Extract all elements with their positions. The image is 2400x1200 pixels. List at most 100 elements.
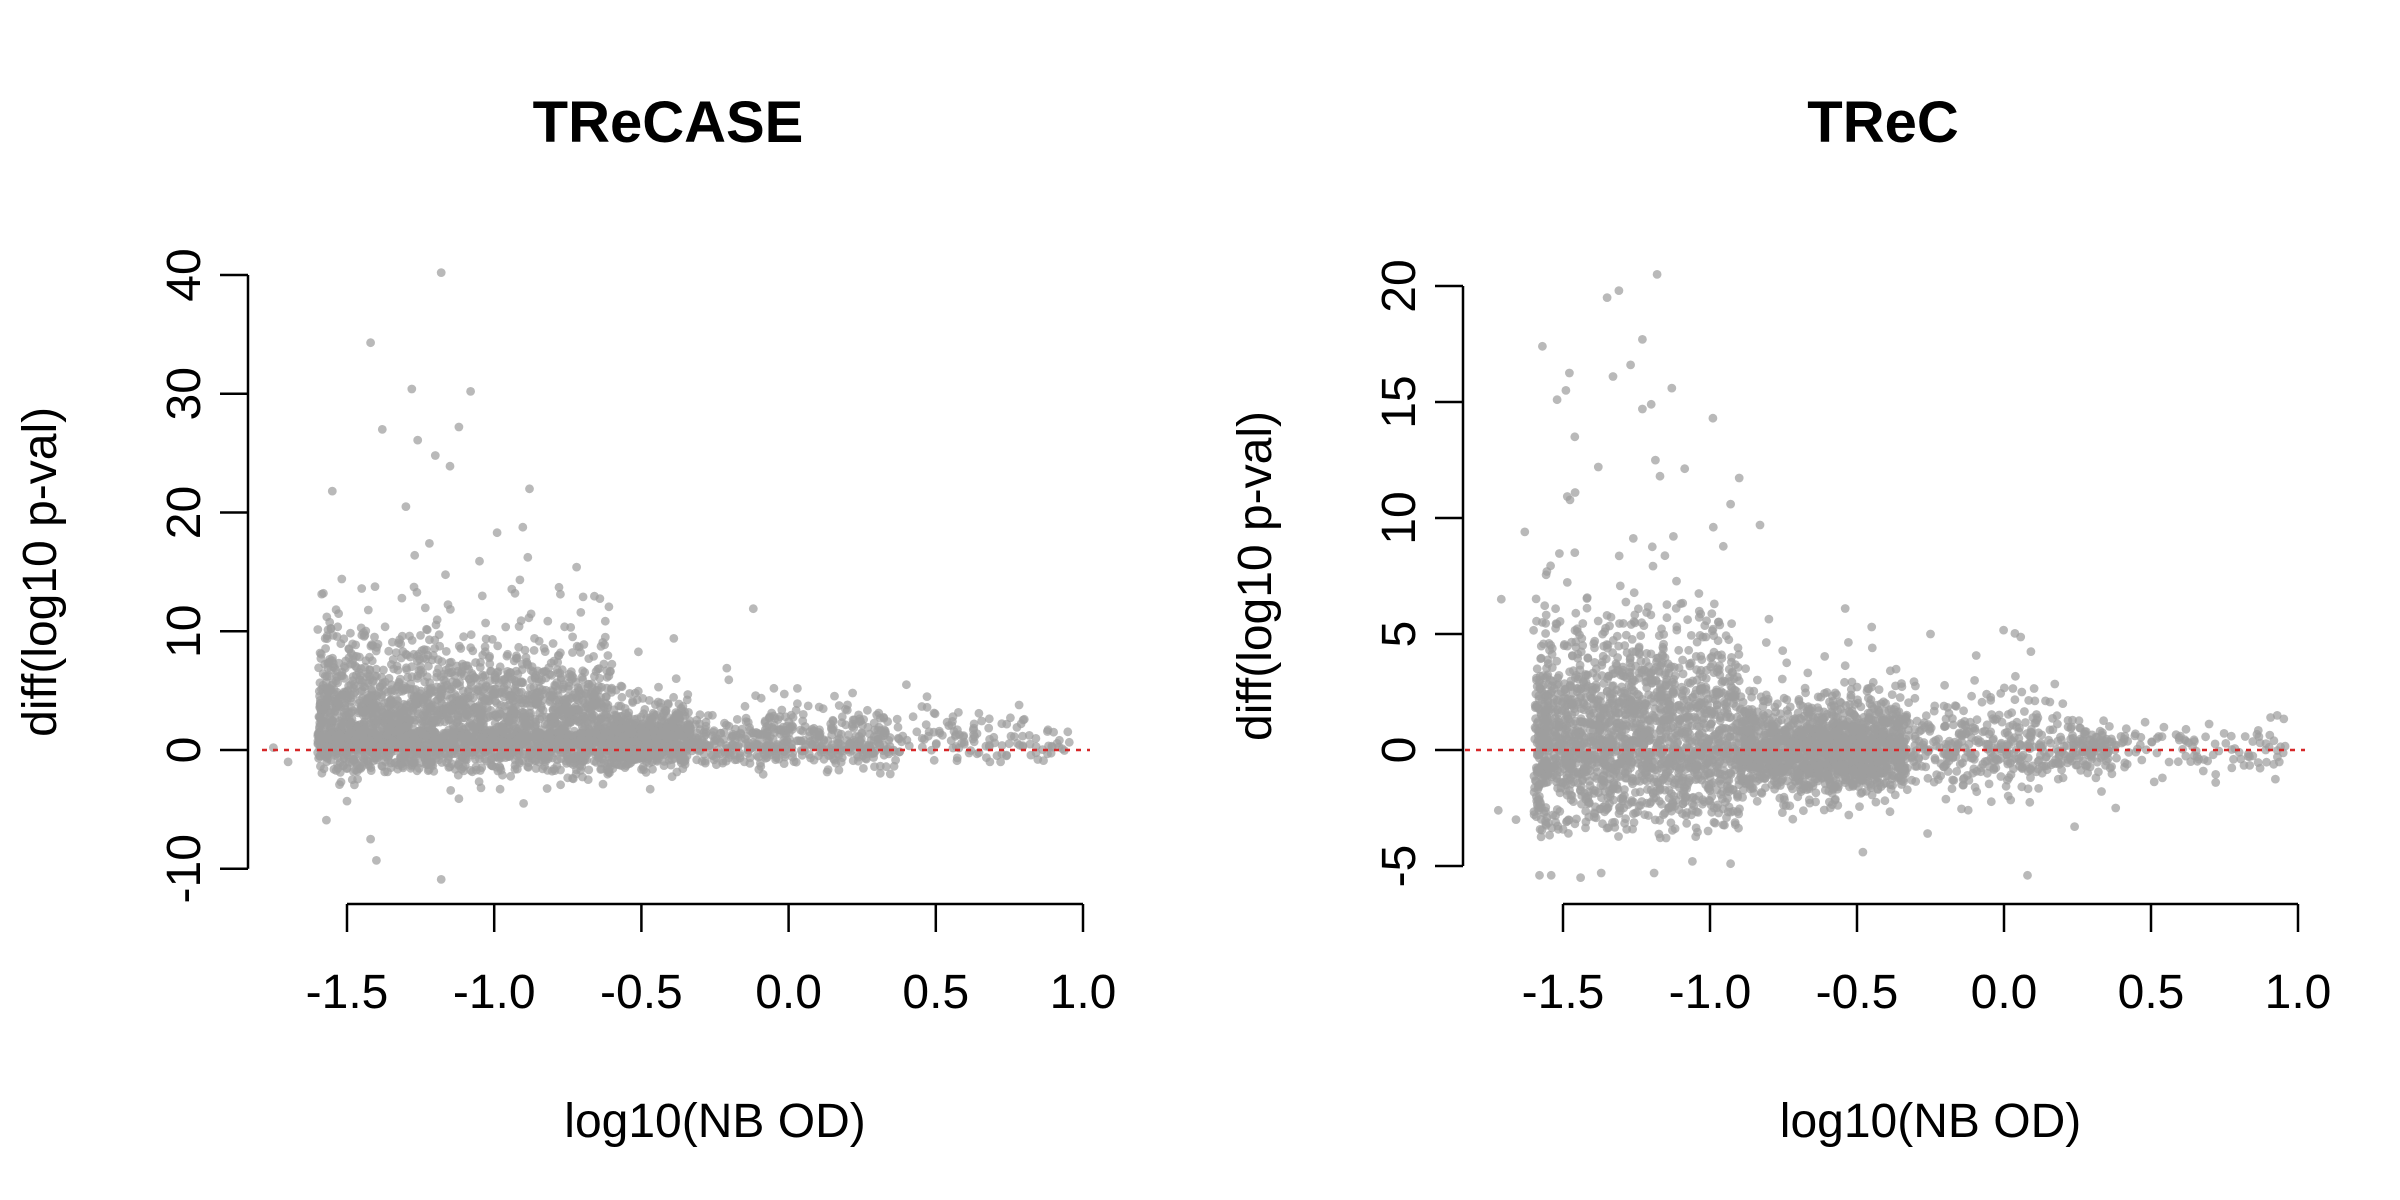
data-point	[471, 703, 481, 712]
data-point	[1947, 784, 1957, 794]
data-point	[1018, 741, 1028, 751]
data-point	[598, 779, 608, 789]
data-point	[892, 714, 902, 724]
data-point	[495, 763, 505, 772]
data-point	[584, 765, 594, 775]
data-point	[1006, 713, 1015, 723]
data-point	[584, 719, 593, 728]
data-point	[568, 648, 577, 657]
data-point	[535, 683, 544, 693]
data-point	[682, 720, 692, 730]
data-point	[360, 717, 369, 727]
data-point	[446, 705, 456, 715]
data-point	[546, 720, 556, 730]
data-point	[616, 681, 626, 691]
data-point	[875, 768, 885, 778]
data-point	[362, 672, 372, 681]
data-point	[968, 734, 978, 744]
data-point	[712, 760, 721, 770]
data-point	[333, 698, 343, 708]
data-point	[695, 710, 705, 719]
data-point	[410, 550, 420, 560]
data-point	[1778, 646, 1788, 655]
data-point	[779, 759, 789, 768]
data-point	[870, 762, 879, 771]
data-point	[388, 655, 398, 664]
data-point	[488, 635, 497, 644]
data-point	[568, 632, 577, 642]
data-point	[496, 749, 506, 759]
data-point	[313, 625, 323, 634]
data-point	[454, 794, 464, 804]
data-point	[317, 768, 327, 778]
data-point	[583, 775, 593, 784]
data-point	[466, 630, 476, 640]
data-point	[455, 677, 465, 687]
data-point	[414, 764, 424, 773]
data-point	[1018, 731, 1027, 741]
data-point	[575, 761, 585, 770]
data-point	[606, 685, 616, 694]
data-point	[388, 637, 397, 647]
data-point	[922, 702, 932, 712]
data-point	[669, 692, 678, 702]
data-point	[367, 640, 377, 649]
data-point	[434, 630, 444, 639]
data-point	[377, 425, 387, 434]
data-point	[489, 753, 499, 762]
data-point	[342, 796, 352, 806]
data-point	[861, 754, 871, 764]
data-point	[758, 769, 768, 779]
data-point	[2272, 711, 2282, 720]
data-point	[504, 715, 514, 725]
data-point	[466, 681, 476, 690]
data-point	[425, 678, 435, 687]
data-point	[554, 695, 564, 705]
data-point	[322, 815, 331, 825]
data-point	[407, 384, 417, 394]
data-point	[1038, 745, 1047, 754]
data-point	[416, 631, 425, 640]
data-point	[516, 616, 526, 626]
data-point	[830, 691, 839, 701]
data-point	[417, 719, 427, 729]
data-point	[384, 646, 394, 656]
data-point	[1570, 488, 1580, 497]
data-point	[523, 660, 533, 670]
data-point	[793, 684, 802, 693]
data-point	[558, 711, 568, 720]
data-point	[602, 749, 612, 759]
data-point	[553, 658, 563, 667]
chart-title: TReCASE	[533, 90, 804, 155]
data-point	[462, 755, 471, 765]
data-point	[459, 766, 469, 776]
data-point	[405, 652, 415, 662]
data-point	[605, 667, 615, 676]
data-point	[484, 742, 494, 751]
data-point	[829, 754, 838, 764]
data-point	[398, 683, 408, 693]
data-point	[784, 717, 794, 726]
data-point	[773, 740, 782, 749]
y-tick-label: 0	[158, 737, 211, 764]
data-point	[1753, 675, 1762, 685]
data-point	[576, 608, 586, 617]
data-point	[1541, 610, 1551, 620]
data-point	[591, 667, 601, 676]
data-point	[488, 731, 498, 741]
data-point	[535, 714, 544, 724]
data-point	[316, 761, 325, 771]
data-point	[420, 603, 430, 613]
data-point	[2021, 718, 2030, 727]
data-point	[777, 705, 787, 715]
y-tick-label: 40	[158, 248, 211, 301]
data-point	[529, 745, 539, 755]
data-point	[897, 737, 906, 747]
data-point	[793, 699, 802, 709]
data-point	[655, 749, 665, 758]
data-point	[651, 734, 661, 744]
data-point	[929, 755, 939, 765]
data-point	[756, 693, 766, 703]
data-point	[320, 742, 330, 751]
data-point	[1049, 727, 1058, 737]
